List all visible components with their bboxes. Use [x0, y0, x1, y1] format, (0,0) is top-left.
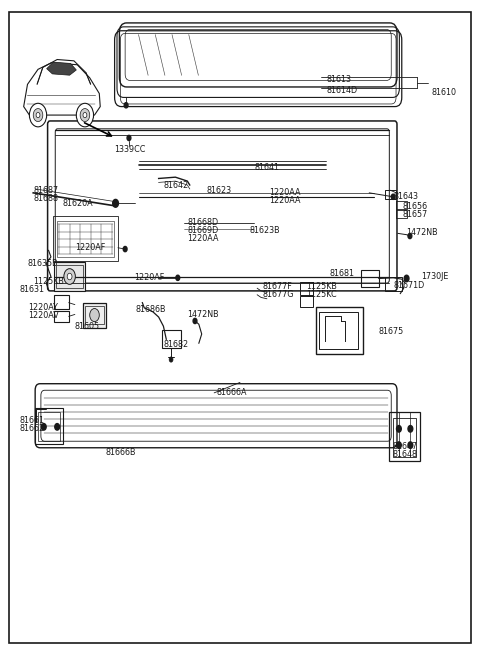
Circle shape [83, 113, 87, 118]
Circle shape [404, 275, 409, 282]
Circle shape [76, 103, 94, 127]
Text: 81666A: 81666A [216, 388, 247, 398]
Circle shape [169, 357, 173, 362]
Text: 1220AA: 1220AA [269, 189, 300, 197]
Text: 1339CC: 1339CC [114, 145, 145, 154]
Bar [53, 216, 118, 261]
Text: 81669D: 81669D [187, 226, 218, 235]
Circle shape [391, 194, 395, 199]
Text: 81614D: 81614D [326, 86, 357, 96]
Bar [316, 307, 362, 354]
Text: 1125KC: 1125KC [306, 290, 336, 299]
Text: 81662: 81662 [20, 424, 45, 433]
Text: 81623B: 81623B [250, 226, 280, 235]
Circle shape [176, 275, 180, 280]
Circle shape [29, 103, 47, 127]
Polygon shape [24, 63, 100, 115]
Circle shape [193, 318, 197, 324]
Text: 81631: 81631 [20, 285, 45, 294]
Text: 81668D: 81668D [187, 218, 218, 227]
Text: 81677F: 81677F [263, 282, 293, 291]
Bar [83, 303, 106, 328]
Text: 1220AF: 1220AF [134, 273, 164, 282]
Text: 81648: 81648 [392, 450, 417, 458]
Circle shape [124, 103, 128, 108]
Circle shape [80, 109, 90, 122]
Text: 81605: 81605 [75, 322, 100, 331]
Circle shape [41, 424, 46, 430]
Circle shape [408, 442, 413, 449]
Text: 81643: 81643 [393, 193, 418, 201]
Text: 81647: 81647 [392, 442, 417, 451]
Text: 1730JE: 1730JE [421, 272, 448, 281]
Text: 81666B: 81666B [106, 449, 136, 457]
Bar [385, 276, 402, 291]
Text: 1220AA: 1220AA [187, 234, 219, 243]
Circle shape [123, 246, 127, 252]
Bar [161, 330, 180, 348]
Bar [54, 295, 69, 309]
Circle shape [90, 309, 99, 322]
Bar [300, 282, 313, 295]
Circle shape [55, 424, 60, 430]
Text: 81686B: 81686B [136, 305, 166, 314]
Text: 81642: 81642 [163, 181, 189, 189]
Bar [360, 270, 379, 287]
Text: 81661: 81661 [20, 416, 45, 425]
Bar [56, 265, 83, 288]
Bar [54, 262, 85, 291]
Text: 1125KB: 1125KB [33, 277, 64, 286]
Circle shape [408, 233, 412, 238]
Polygon shape [47, 62, 76, 75]
Text: 81623: 81623 [206, 186, 232, 195]
Circle shape [396, 426, 401, 432]
Text: 81681: 81681 [330, 269, 355, 278]
Text: 1125KB: 1125KB [306, 282, 337, 291]
Text: 1472NB: 1472NB [187, 310, 219, 319]
Text: 81641: 81641 [254, 163, 279, 172]
Bar [393, 418, 416, 457]
Text: 81635B: 81635B [27, 259, 58, 268]
Bar [319, 312, 358, 349]
Bar [396, 210, 407, 217]
Bar [384, 190, 396, 199]
Circle shape [113, 199, 119, 207]
Text: 81657: 81657 [403, 210, 428, 219]
Text: 81610: 81610 [432, 88, 456, 97]
Bar [37, 412, 60, 441]
Bar [57, 221, 114, 257]
Bar [54, 310, 69, 322]
Text: 81656: 81656 [403, 202, 428, 211]
Circle shape [64, 269, 75, 284]
Text: 81688: 81688 [33, 194, 58, 202]
Text: 1220AF: 1220AF [75, 243, 105, 252]
Text: 81677G: 81677G [263, 290, 294, 299]
Text: 81675: 81675 [379, 327, 404, 336]
Text: 1220AY: 1220AY [28, 303, 59, 312]
Circle shape [67, 273, 72, 280]
Text: 1220AV: 1220AV [28, 311, 59, 320]
Bar [85, 306, 104, 324]
Bar [300, 296, 313, 307]
Circle shape [127, 136, 131, 141]
Circle shape [408, 426, 413, 432]
Text: 81613: 81613 [326, 75, 351, 84]
Bar [396, 200, 407, 208]
Circle shape [36, 113, 40, 118]
Text: 1220AA: 1220AA [269, 196, 300, 205]
Text: 81671D: 81671D [393, 281, 424, 290]
Circle shape [33, 109, 43, 122]
Text: 1472NB: 1472NB [407, 228, 438, 237]
Circle shape [396, 442, 401, 449]
Text: 81682: 81682 [163, 340, 189, 349]
Text: 81687: 81687 [33, 186, 59, 195]
Bar [35, 408, 63, 444]
Text: 81620A: 81620A [63, 199, 94, 208]
Bar [389, 413, 420, 462]
